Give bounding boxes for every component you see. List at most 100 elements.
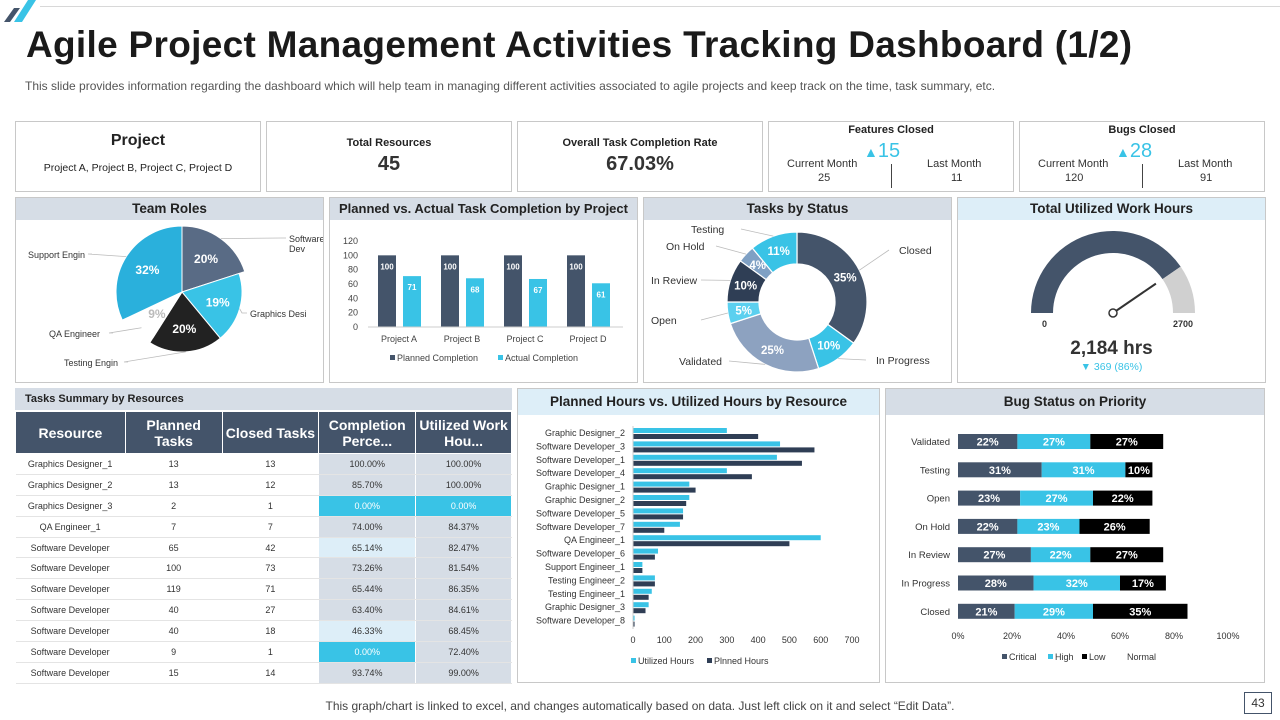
y-category-label: In Review	[908, 550, 950, 561]
stacked-bar-data-label: 22%	[977, 437, 999, 449]
gauge-max: 2700	[1173, 319, 1194, 329]
y-category-label: Software Developer_7	[536, 522, 625, 532]
pie-leader-1	[239, 308, 247, 314]
bugs-delta: ▲28	[1116, 140, 1152, 163]
bar-data-label: 100	[380, 262, 394, 271]
table-cell: 84.37%	[415, 516, 512, 538]
x-tick-label: Project D	[569, 334, 607, 344]
stacked-bar-2-6	[1093, 603, 1188, 619]
bar-Project D-0	[567, 255, 585, 327]
donut-slice-6	[751, 231, 798, 274]
project-value: Project A, Project B, Project C, Project…	[43, 162, 233, 174]
team-roles-panel: Team Roles 20% Software Dev 19% Graphics Des…	[15, 197, 324, 383]
stacked-bar-data-label: 31%	[989, 465, 1011, 477]
bar-Project A-0	[378, 255, 396, 327]
y-category-label: Software Developer_1	[536, 455, 625, 465]
column-header[interactable]: Completion Perce...	[318, 411, 417, 454]
column-header[interactable]: Closed Tasks	[221, 411, 320, 454]
table-cell: 72.40%	[415, 641, 512, 663]
table-cell: 119	[125, 578, 223, 601]
table-cell: 85.70%	[318, 474, 417, 496]
donut-category-label-2: Validated	[679, 356, 722, 368]
table-cell: Graphics Designer_3	[15, 495, 126, 517]
bugs-divider	[1142, 164, 1143, 188]
y-category-label: Software Developer_8	[536, 616, 625, 626]
hbar-1-5	[633, 501, 687, 506]
donut-slice-0	[796, 231, 868, 344]
donut-category-label-1: In Progress	[876, 355, 930, 367]
table-cell: 46.33%	[318, 620, 417, 643]
pie-category-label-4-0: Support Engin	[28, 250, 85, 260]
hbar-0-5	[633, 495, 690, 500]
y-tick-label: 40	[348, 293, 358, 303]
stacked-bar-data-label: 27%	[1043, 437, 1065, 449]
column-header[interactable]: Utilized Work Hou...	[415, 411, 512, 454]
y-category-label: Validated	[911, 437, 950, 448]
bar-Project A-1	[403, 276, 421, 327]
donut-data-label-3: 5%	[735, 305, 752, 317]
stacked-bar-data-label: 27%	[983, 550, 1005, 562]
features-last-label: Last Month	[927, 158, 982, 170]
up-arrow-icon: ▲	[864, 144, 878, 160]
gauge-delta: ▼ 369 (86%)	[958, 361, 1265, 373]
y-tick-label: 60	[348, 279, 358, 289]
stacked-bar-2-0	[1090, 434, 1164, 449]
features-closed-label: Features Closed	[848, 124, 934, 136]
hbar-0-10	[633, 562, 643, 567]
x-tick-label: 700	[844, 635, 859, 645]
table-cell: 13	[222, 453, 320, 475]
hbar-0-8	[633, 535, 821, 541]
stacked-bar-data-label: 22%	[977, 521, 999, 533]
hbar-0-0	[633, 428, 727, 433]
stacked-bar-2-2	[1093, 490, 1153, 506]
legend-label-1: Plnned Hours	[714, 656, 769, 666]
gauge-min: 0	[1042, 319, 1048, 329]
stacked-bar-0-2	[958, 490, 1021, 506]
pie-slice-0	[181, 225, 246, 293]
table-cell: 18	[222, 620, 320, 643]
column-header[interactable]: Resource	[15, 411, 126, 454]
table-cell: Software Developer	[15, 662, 126, 684]
stacked-bar-data-label: 17%	[1132, 578, 1154, 590]
legend-swatch-0	[631, 658, 636, 663]
stacked-bar-data-label: 21%	[975, 606, 997, 618]
stacked-bar-2-5	[1120, 575, 1166, 591]
table-cell: 73	[222, 557, 320, 580]
donut-leader-2	[728, 360, 766, 365]
tasks-summary-table: Resource Planned Tasks Closed Tasks Complet…	[15, 411, 512, 684]
stacked-bar-0-1	[958, 462, 1042, 478]
donut-category-label-0: Closed	[899, 245, 932, 257]
table-cell: Software Developer	[15, 599, 126, 622]
table-cell: 0.00%	[318, 495, 417, 517]
y-category-label: Closed	[920, 607, 950, 618]
total-resources-value: 45	[377, 153, 401, 175]
x-tick-label: Project A	[381, 334, 417, 344]
stacked-bar-1-4	[1030, 547, 1091, 563]
y-category-label: QA Engineer_1	[564, 535, 625, 545]
stacked-bar-data-label: 23%	[978, 493, 1000, 505]
hours-resource-chart: Graphic Designer_2 Software Developer_3 So…	[536, 426, 860, 666]
header-rule	[40, 6, 1280, 7]
stacked-bar-data-label: 26%	[1104, 521, 1126, 533]
y-tick-label: 80	[348, 265, 358, 275]
donut-data-label-5: 4%	[749, 260, 766, 272]
y-category-label: In Progress	[901, 579, 950, 590]
bugs-current-value: 120	[1065, 172, 1084, 184]
completion-rate-value: 67.03%	[606, 153, 674, 175]
stacked-bar-0-5	[958, 575, 1034, 591]
stacked-bar-data-label: 32%	[1066, 578, 1088, 590]
stacked-bar-data-label: 27%	[1046, 493, 1068, 505]
column-header[interactable]: Planned Tasks	[124, 411, 223, 454]
bar-data-label: 61	[597, 290, 606, 299]
stacked-bar-1-5	[1033, 575, 1120, 591]
donut-leader-1	[838, 358, 867, 361]
donut-leader-6	[740, 228, 774, 237]
features-delta-value: 15	[877, 140, 901, 162]
table-cell: 73.26%	[318, 557, 417, 580]
bar-data-label: 67	[534, 286, 543, 295]
bar-Project C-0	[504, 255, 522, 327]
x-tick-label: 200	[688, 635, 703, 645]
table-cell: 2	[125, 495, 223, 517]
stacked-bar-1-3	[1017, 518, 1080, 534]
bar-data-label: 71	[408, 283, 417, 292]
